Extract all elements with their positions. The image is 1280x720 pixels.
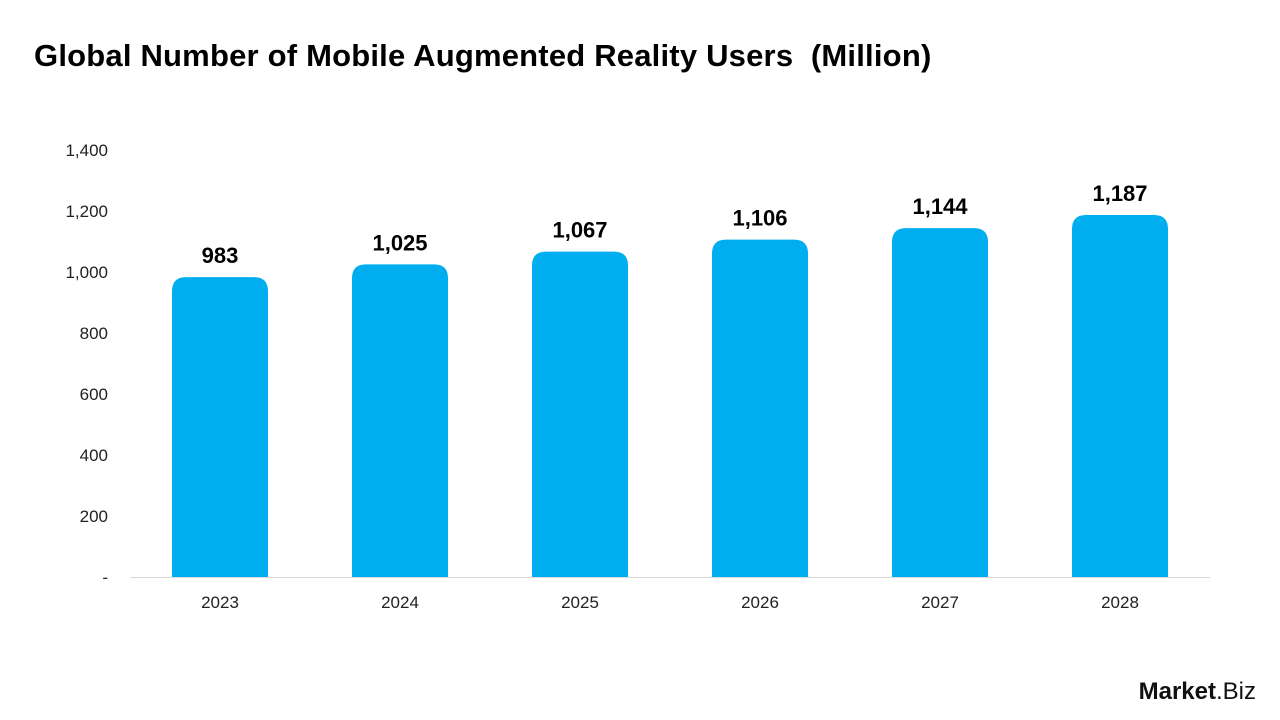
y-tick-label: 200: [80, 507, 108, 526]
x-tick-label: 2024: [381, 593, 419, 612]
y-tick-label: 600: [80, 385, 108, 404]
bar: [172, 277, 268, 577]
y-tick-label: 1,200: [65, 202, 108, 221]
x-tick-label: 2023: [201, 593, 239, 612]
x-tick-label: 2028: [1101, 593, 1139, 612]
x-tick-label: 2026: [741, 593, 779, 612]
bar: [352, 264, 448, 577]
y-tick-label: 800: [80, 324, 108, 343]
bar: [712, 239, 808, 578]
x-tick-label: 2025: [561, 593, 599, 612]
data-label: 1,144: [912, 194, 968, 219]
bar: [892, 228, 988, 577]
y-tick-label: 1,400: [65, 141, 108, 160]
y-tick-label: 400: [80, 446, 108, 465]
logo-bold-text: Market: [1138, 678, 1216, 705]
data-label: 1,106: [732, 206, 787, 231]
bar: [532, 251, 628, 577]
data-label: 1,187: [1092, 181, 1147, 206]
marketbiz-logo: Market.Biz: [1139, 678, 1256, 706]
data-label: 1,067: [552, 218, 607, 243]
y-tick-label: 1,000: [65, 263, 108, 282]
chart-title: Global Number of Mobile Augmented Realit…: [34, 38, 932, 73]
x-tick-label: 2027: [921, 593, 959, 612]
bar: [1072, 214, 1168, 577]
data-label: 1,025: [372, 230, 427, 255]
logo-text: .Biz: [1215, 678, 1256, 705]
data-label: 983: [202, 243, 239, 268]
y-tick-label: -: [102, 568, 108, 587]
